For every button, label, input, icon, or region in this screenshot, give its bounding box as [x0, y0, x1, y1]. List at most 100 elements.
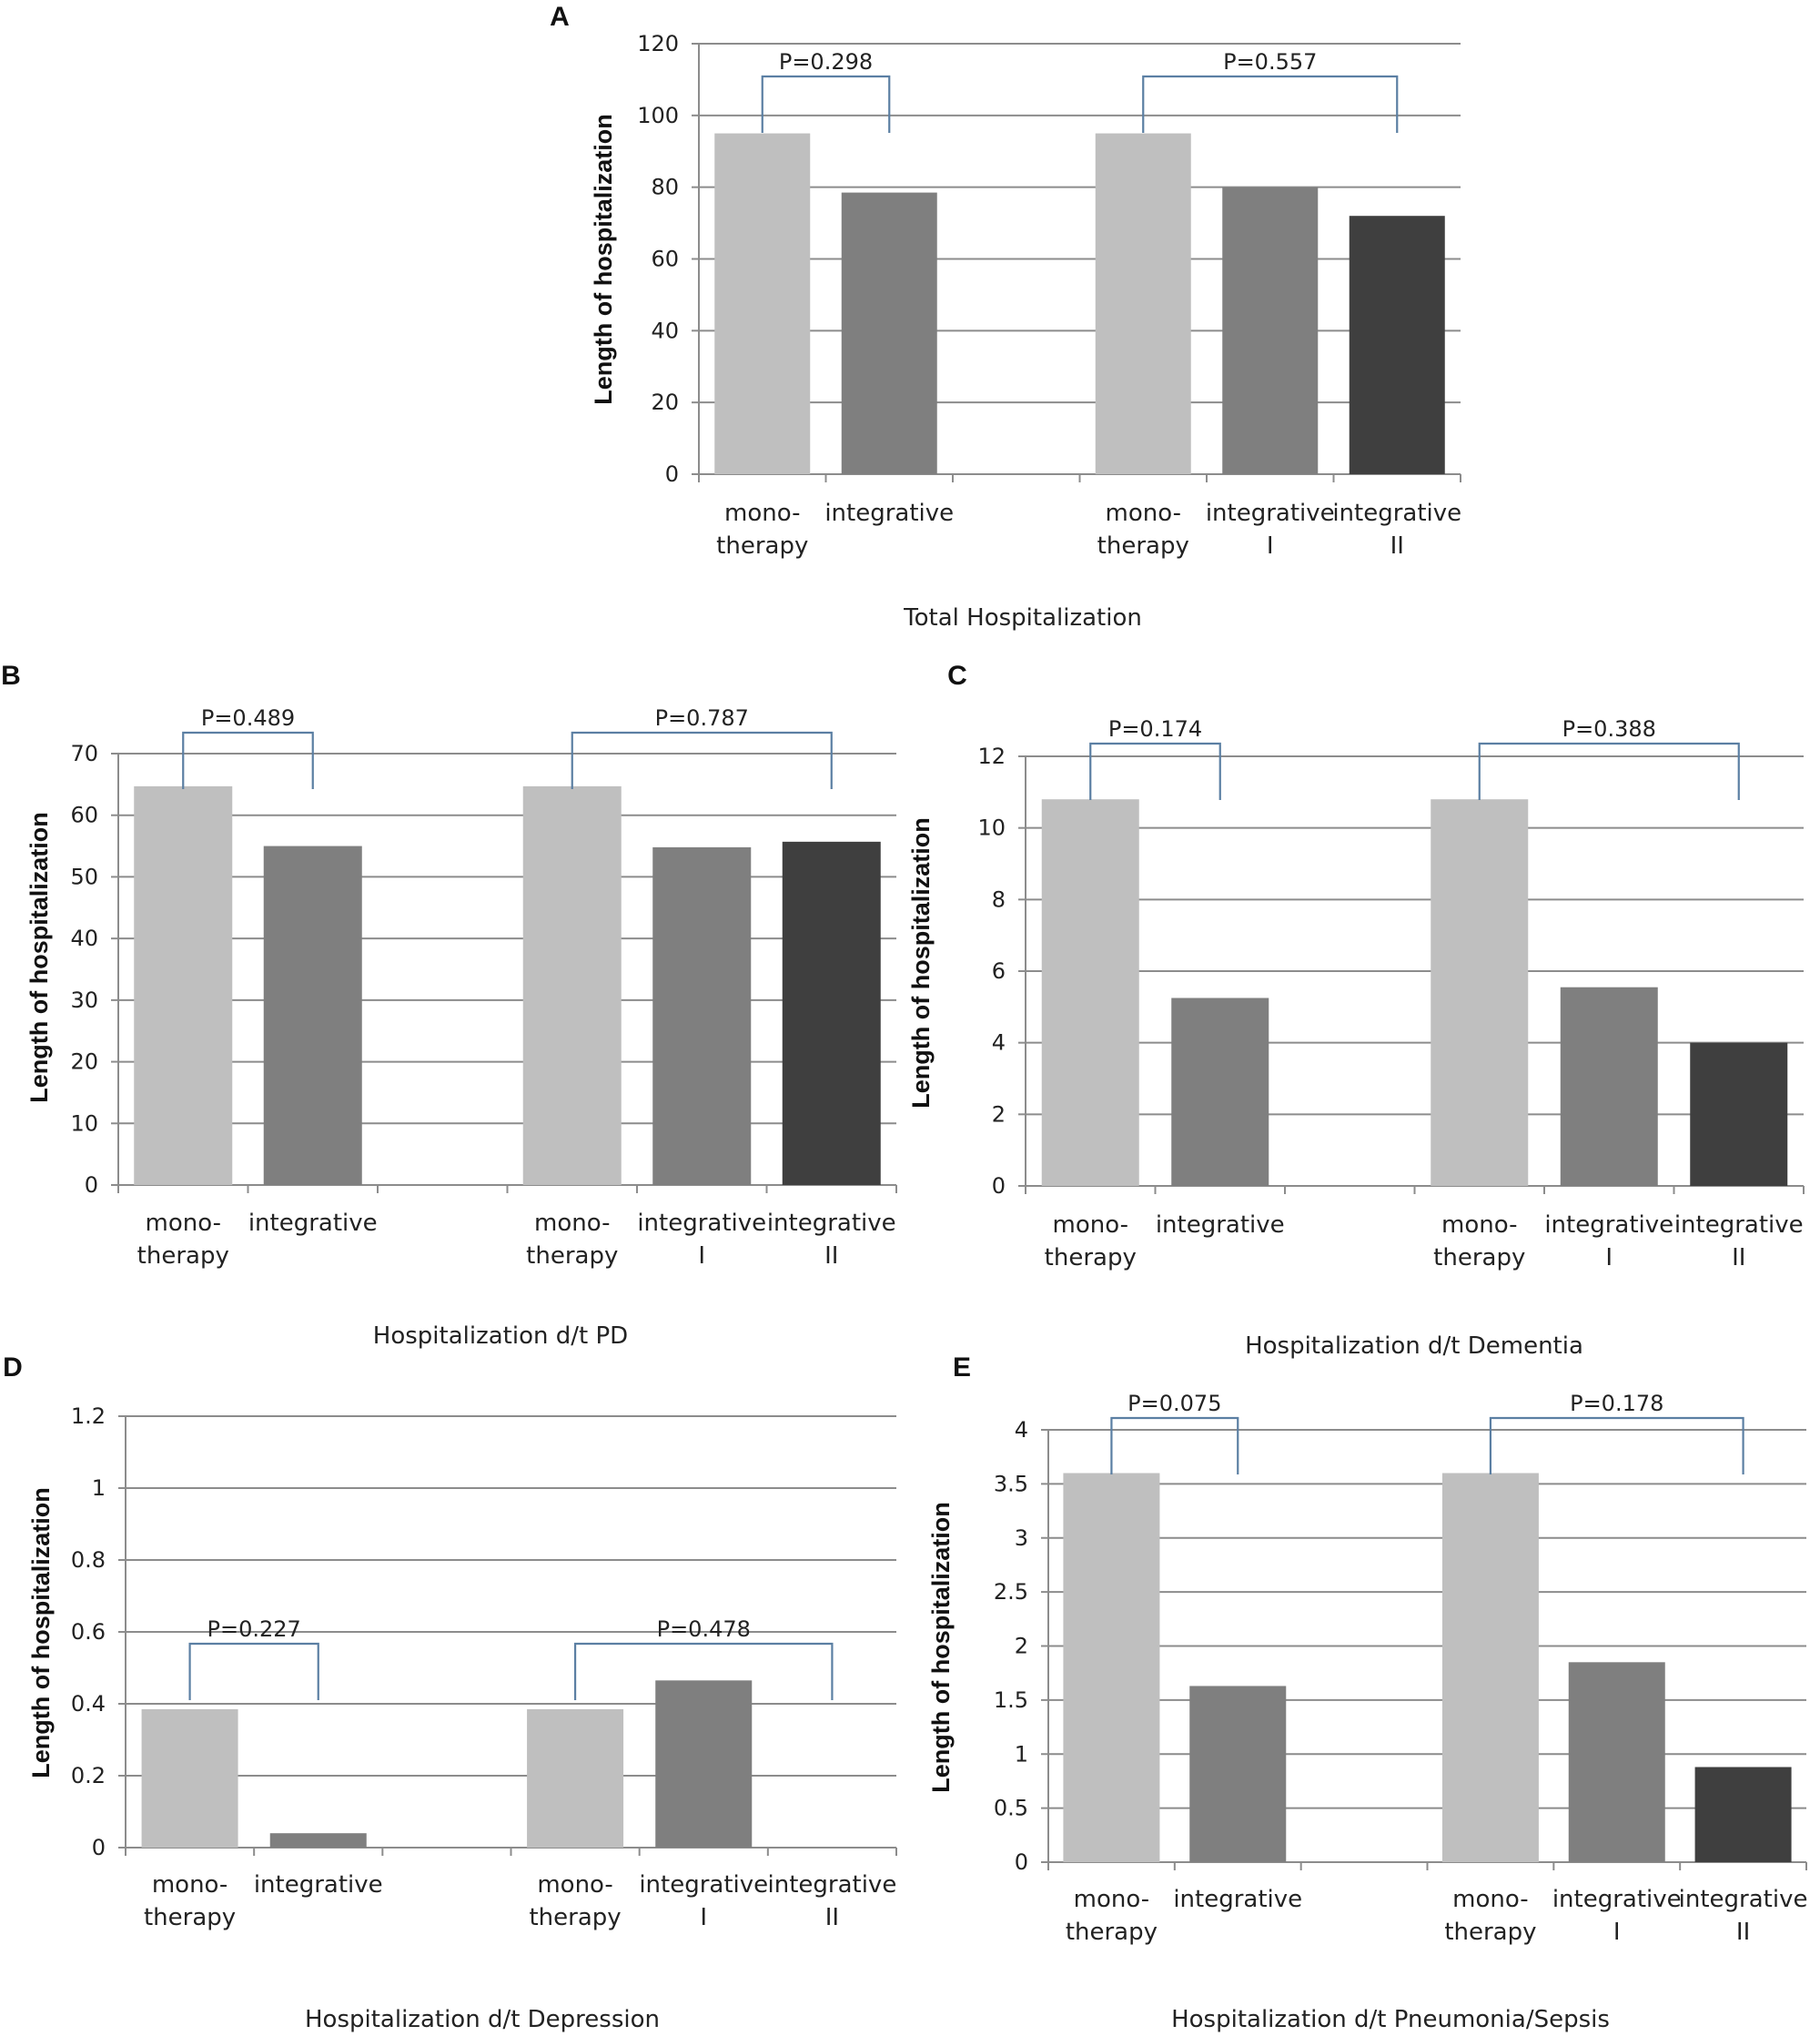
panel-d-bar: [655, 1680, 753, 1848]
panel-a-y-tick-label: 80: [651, 175, 679, 200]
panel-e-category-label: integrative: [1173, 1886, 1302, 1913]
panel-a-category-label: integrative: [1332, 500, 1461, 527]
panel-e-y-tick-label: 3: [1015, 1525, 1028, 1551]
panel-b-bar: [263, 846, 362, 1185]
panel-b-y-tick-label: 40: [70, 926, 98, 951]
panel-c-bar: [1431, 799, 1529, 1186]
panel-a-category-label: therapy: [716, 532, 808, 560]
panel-e-y-axis-label: Length of hospitalization: [927, 1502, 955, 1792]
panel-c-category-label: II: [1732, 1244, 1745, 1271]
panel-c-letter: C: [947, 661, 967, 691]
panel-d-category-label: integrative: [639, 1871, 768, 1899]
panel-b-y-tick-label: 60: [70, 803, 98, 828]
panel-c-category-label: mono-: [1441, 1211, 1517, 1239]
panel-b-bar: [522, 785, 622, 1185]
panel-c-category-label: I: [1605, 1244, 1613, 1271]
panel-b-category-label: II: [824, 1242, 838, 1270]
panel-b-y-tick-label: 30: [70, 988, 98, 1013]
panel-c-p-value-label: P=0.174: [1108, 716, 1202, 742]
panel-a-category-label: mono-: [1106, 500, 1181, 527]
panel-a-letter: A: [550, 2, 570, 32]
panel-e-y-tick-label: 3.5: [994, 1471, 1028, 1496]
panel-c-y-tick-label: 12: [977, 744, 1006, 769]
panel-a-category-label: integrative: [824, 500, 954, 527]
panel-c-y-tick-label: 2: [992, 1101, 1006, 1127]
panel-d-category-label: integrative: [254, 1871, 383, 1899]
panel-e-category-label: integrative: [1679, 1886, 1808, 1913]
panel-b-title: Hospitalization d/t PD: [373, 1322, 628, 1350]
panel-e-y-tick-label: 2.5: [994, 1579, 1028, 1605]
panel-e-bar: [1063, 1473, 1160, 1862]
panel-a-bar: [1095, 133, 1191, 474]
panel-d-significance-bracket: [188, 1642, 319, 1700]
panel-a-y-tick-label: 40: [651, 318, 679, 343]
panel-a-y-tick-label: 120: [637, 31, 679, 56]
panel-d-y-tick-label: 0.6: [71, 1619, 106, 1645]
panel-c-category-label: therapy: [1045, 1244, 1137, 1271]
panel-e-y-tick-label: 4: [1015, 1417, 1028, 1443]
panel-a-y-tick-label: 100: [637, 103, 679, 128]
panel-b-category-label: integrative: [248, 1210, 378, 1237]
panel-c-bar: [1690, 1042, 1788, 1186]
panel-c-title: Hospitalization d/t Dementia: [1245, 1332, 1583, 1360]
panel-a-category-label: II: [1390, 532, 1404, 560]
panel-d-category-label: mono-: [537, 1871, 612, 1899]
panel-e-category-label: II: [1736, 1919, 1750, 1946]
panel-d-bar: [527, 1708, 624, 1848]
panel-e-y-tick-label: 1: [1015, 1741, 1028, 1767]
panel-b-p-value-label: P=0.489: [201, 705, 295, 731]
panel-c-y-tick-label: 0: [992, 1173, 1006, 1199]
panel-a-p-value-label: P=0.557: [1223, 49, 1317, 75]
panel-b-category-label: therapy: [137, 1242, 229, 1270]
panel-e-category-label: mono-: [1074, 1886, 1149, 1913]
panel-c-y-tick-label: 10: [977, 815, 1006, 841]
panel-d-title: Hospitalization d/t Depression: [305, 2006, 660, 2033]
panel-c-category-label: mono-: [1053, 1211, 1128, 1239]
panel-b-y-tick-label: 50: [70, 864, 98, 889]
panel-d-y-tick-label: 0.4: [71, 1691, 106, 1717]
panel-d-category-label: integrative: [768, 1871, 897, 1899]
panel-b-y-tick-label: 10: [70, 1110, 98, 1136]
panel-b-y-tick-label: 0: [85, 1172, 98, 1198]
panel-e-y-tick-label: 0: [1015, 1849, 1028, 1875]
panel-a-bar: [1349, 216, 1445, 474]
panel-e-bar: [1568, 1662, 1665, 1862]
panel-e-letter: E: [953, 1352, 971, 1383]
panel-b-letter: B: [1, 661, 21, 691]
panel-d-y-tick-label: 1: [92, 1475, 106, 1501]
panel-e-y-tick-label: 2: [1015, 1634, 1028, 1659]
panel-d-significance-bracket: [573, 1642, 834, 1700]
panel-d-y-tick-label: 0: [92, 1835, 106, 1860]
panel-e-y-tick-label: 0.5: [994, 1796, 1028, 1821]
panel-a-bar: [841, 192, 937, 474]
panel-a-significance-bracket: [761, 75, 891, 133]
panel-a-significance-bracket: [1142, 75, 1399, 133]
panel-a-p-value-label: P=0.298: [779, 49, 873, 75]
panel-b: B 0 10 20 30 40 50 60 70 mono-therapy integrative…: [1, 661, 897, 1350]
panel-d-category-label: I: [700, 1904, 707, 1931]
panel-e-y-tick-label: 1.5: [994, 1687, 1028, 1713]
panel-d-y-tick-label: 0.2: [71, 1763, 106, 1788]
panel-b-significance-bracket: [182, 731, 314, 789]
panel-c-bar: [1171, 998, 1269, 1186]
panel-d-p-value-label: P=0.227: [207, 1616, 301, 1642]
panel-c-category-label: integrative: [1544, 1211, 1673, 1239]
panel-c-plot: 0 2 4 6 8 10 12 mono-therapy integrative mono-the…: [977, 716, 1805, 1271]
panel-a-y-tick-label: 20: [651, 390, 679, 415]
panel-a-title: Total Hospitalization: [903, 604, 1142, 632]
panel-b-plot: 0 10 20 30 40 50 60 70 mono-therapy integrative mo…: [70, 705, 897, 1270]
panel-c-category-label: integrative: [1674, 1211, 1804, 1239]
panel-c-y-tick-label: 6: [992, 958, 1006, 984]
panel-c-p-value-label: P=0.388: [1562, 716, 1656, 742]
panel-d: D 0 0.2 0.4 0.6 0.8 1 1.2 mono-therapy integrati…: [3, 1352, 897, 2033]
panel-c-bar: [1041, 799, 1139, 1186]
panel-b-y-tick-label: 70: [70, 741, 98, 766]
panel-d-category-label: therapy: [144, 1904, 236, 1931]
panel-c-category-label: therapy: [1433, 1244, 1525, 1271]
panel-e-category-label: therapy: [1444, 1919, 1536, 1946]
panel-a-category-label: therapy: [1097, 532, 1189, 560]
panel-b-category-label: mono-: [534, 1210, 610, 1237]
panel-b-bar: [782, 841, 881, 1185]
panel-d-plot: 0 0.2 0.4 0.6 0.8 1 1.2 mono-therapy integrative…: [71, 1403, 897, 1931]
